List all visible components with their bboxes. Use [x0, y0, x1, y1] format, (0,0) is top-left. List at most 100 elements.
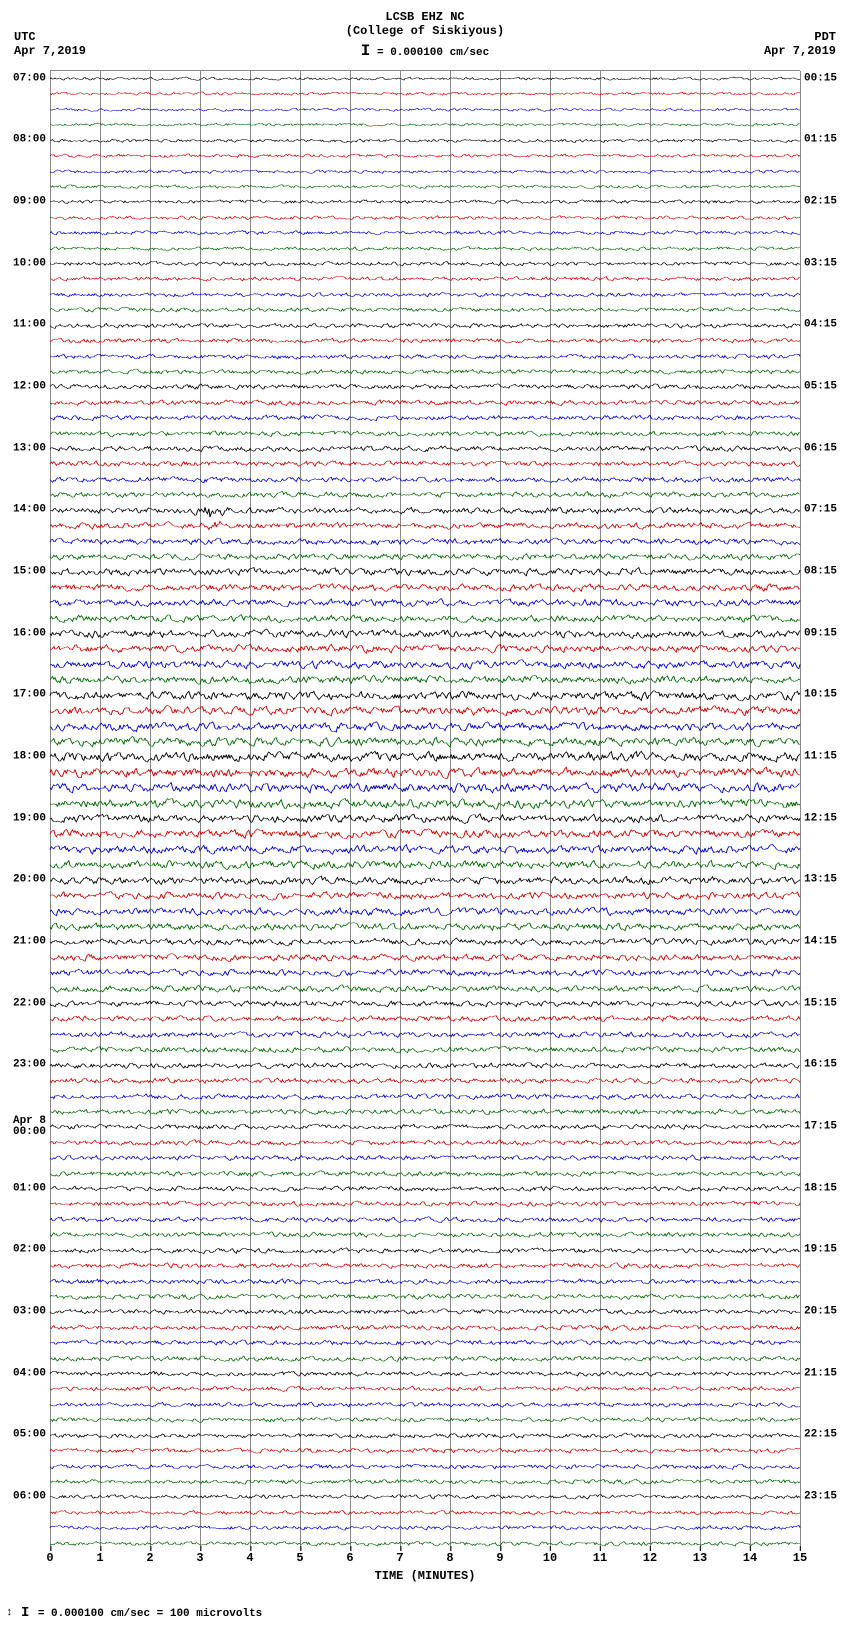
- x-axis: TIME (MINUTES) 0123456789101112131415: [50, 1551, 800, 1591]
- station-title: LCSB EHZ NC: [0, 10, 850, 24]
- trace-row: [50, 857, 800, 872]
- trace-row: 18:0011:15: [50, 749, 800, 764]
- trace-row: [50, 919, 800, 934]
- utc-hour-label: 21:00: [13, 937, 50, 948]
- x-tick: 15: [793, 1551, 807, 1565]
- pdt-hour-label: 16:15: [800, 1060, 837, 1071]
- trace-row: [50, 210, 800, 225]
- trace-row: [50, 179, 800, 194]
- trace-row: [50, 1150, 800, 1165]
- trace-row: [50, 1381, 800, 1396]
- utc-hour-label: Apr 800:00: [13, 1116, 50, 1138]
- pdt-hour-label: 19:15: [800, 1245, 837, 1256]
- trace-row: [50, 765, 800, 780]
- x-tick: 10: [543, 1551, 557, 1565]
- trace-row: [50, 904, 800, 919]
- footer-text: = 0.000100 cm/sec = 100 microvolts: [38, 1608, 262, 1620]
- trace-row: [50, 611, 800, 626]
- trace-row: [50, 472, 800, 487]
- trace-row: 07:0000:15: [50, 71, 800, 86]
- trace-row: [50, 1042, 800, 1057]
- trace-row: 21:0014:15: [50, 934, 800, 949]
- trace-row: 02:0019:15: [50, 1243, 800, 1258]
- pdt-hour-label: 08:15: [800, 567, 837, 578]
- utc-hour-label: 06:00: [13, 1492, 50, 1503]
- scale-bar-text: = 0.000100 cm/sec: [377, 47, 489, 59]
- scale-bar: I = 0.000100 cm/sec: [0, 42, 850, 60]
- trace-row: 20:0013:15: [50, 873, 800, 888]
- utc-hour-label: 02:00: [13, 1245, 50, 1256]
- trace-row: [50, 1073, 800, 1088]
- trace-row: [50, 1027, 800, 1042]
- tz-right-date: Apr 7,2019: [764, 44, 836, 58]
- pdt-hour-label: 07:15: [800, 505, 837, 516]
- x-tick: 3: [196, 1551, 203, 1565]
- trace-row: 01:0018:15: [50, 1181, 800, 1196]
- trace-row: Apr 800:0017:15: [50, 1119, 800, 1134]
- utc-hour-label: 19:00: [13, 813, 50, 824]
- trace-row: [50, 734, 800, 749]
- trace-row: [50, 1196, 800, 1211]
- pdt-hour-label: 12:15: [800, 813, 837, 824]
- trace-row: [50, 102, 800, 117]
- trace-row: [50, 1089, 800, 1104]
- trace-row: [50, 410, 800, 425]
- pdt-hour-label: 20:15: [800, 1307, 837, 1318]
- trace-row: [50, 456, 800, 471]
- trace-row: [50, 1166, 800, 1181]
- pdt-hour-label: 15:15: [800, 998, 837, 1009]
- trace-row: 08:0001:15: [50, 133, 800, 148]
- trace-row: [50, 349, 800, 364]
- x-tick: 11: [593, 1551, 607, 1565]
- trace-row: [50, 1104, 800, 1119]
- trace-row: 12:0005:15: [50, 379, 800, 394]
- trace-row: [50, 657, 800, 672]
- pdt-hour-label: 03:15: [800, 258, 837, 269]
- trace-row: [50, 1474, 800, 1489]
- trace-row: 22:0015:15: [50, 996, 800, 1011]
- utc-hour-label: 16:00: [13, 628, 50, 639]
- utc-hour-label: 05:00: [13, 1430, 50, 1441]
- pdt-hour-label: 17:15: [800, 1122, 837, 1133]
- helicorder-plot: 07:0000:1508:0001:1509:0002:1510:0003:15…: [50, 70, 800, 1551]
- trace-row: [50, 965, 800, 980]
- utc-hour-label: 03:00: [13, 1307, 50, 1318]
- trace-row: [50, 487, 800, 502]
- trace-row: [50, 1289, 800, 1304]
- trace-row: [50, 271, 800, 286]
- utc-hour-label: 04:00: [13, 1368, 50, 1379]
- trace-row: [50, 302, 800, 317]
- pdt-hour-label: 05:15: [800, 382, 837, 393]
- tz-right-label: PDT: [764, 30, 836, 44]
- pdt-hour-label: 02:15: [800, 197, 837, 208]
- trace-row: [50, 1258, 800, 1273]
- trace-row: [50, 117, 800, 132]
- trace-row: [50, 1135, 800, 1150]
- trace-row: 05:0022:15: [50, 1428, 800, 1443]
- utc-hour-label: 23:00: [13, 1060, 50, 1071]
- x-tick: 6: [346, 1551, 353, 1565]
- trace-row: [50, 780, 800, 795]
- x-tick: 8: [446, 1551, 453, 1565]
- trace-row: [50, 148, 800, 163]
- trace-row: [50, 1459, 800, 1474]
- trace-row: [50, 672, 800, 687]
- x-tick: 13: [693, 1551, 707, 1565]
- pdt-hour-label: 18:15: [800, 1183, 837, 1194]
- trace-row: [50, 241, 800, 256]
- pdt-hour-label: 06:15: [800, 443, 837, 454]
- trace-row: [50, 1274, 800, 1289]
- trace-row: [50, 1412, 800, 1427]
- tz-left-date: Apr 7,2019: [14, 44, 86, 58]
- trace-row: 04:0021:15: [50, 1366, 800, 1381]
- tz-right: PDT Apr 7,2019: [764, 30, 836, 58]
- pdt-hour-label: 00:15: [800, 73, 837, 84]
- trace-row: 03:0020:15: [50, 1304, 800, 1319]
- pdt-hour-label: 11:15: [800, 752, 837, 763]
- trace-row: [50, 1212, 800, 1227]
- utc-hour-label: 18:00: [13, 752, 50, 763]
- trace-row: [50, 1351, 800, 1366]
- trace-row: [50, 549, 800, 564]
- trace-row: [50, 1520, 800, 1535]
- trace-row: [50, 225, 800, 240]
